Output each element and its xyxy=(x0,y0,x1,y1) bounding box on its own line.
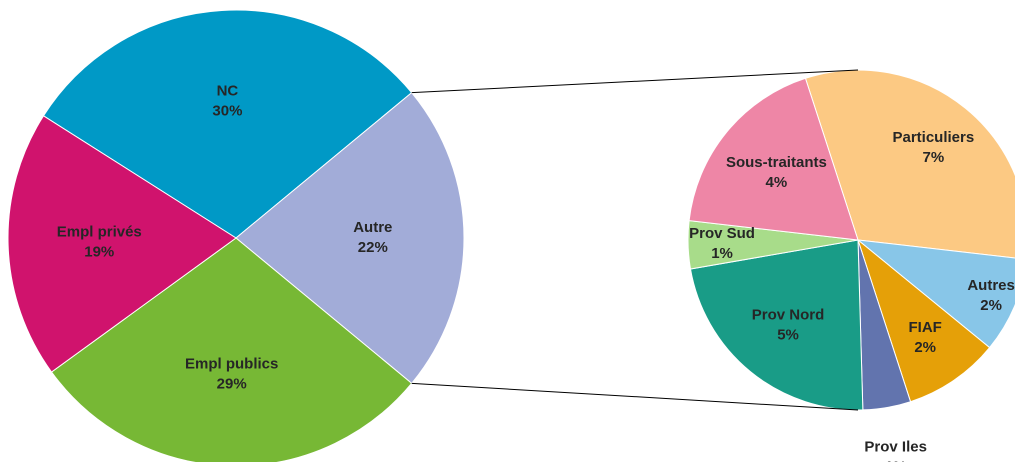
slice-label: Empl privés xyxy=(57,223,142,240)
slice-label: FIAF xyxy=(909,319,942,336)
slice-value-label: 4% xyxy=(766,174,788,191)
slice-value-label: 30% xyxy=(212,102,242,119)
slice-label: Autres xyxy=(967,277,1015,294)
slice-label: Autre xyxy=(353,219,392,236)
slice-value-label: 5% xyxy=(777,327,799,344)
slice-label: Prov Sud xyxy=(689,225,755,242)
pie-slice xyxy=(50,237,413,462)
slice-label: Prov Nord xyxy=(752,307,825,324)
pie-slice xyxy=(856,238,991,403)
slice-value-label: 1% xyxy=(711,245,733,262)
connector-line xyxy=(411,382,859,411)
slice-value-label: 7% xyxy=(922,149,944,166)
pie-slice xyxy=(689,239,864,411)
slice-value-label: 2% xyxy=(914,339,936,356)
slice-value-label: 29% xyxy=(217,376,247,393)
pie-slice xyxy=(42,9,413,239)
pie-slice xyxy=(7,115,237,373)
pie-slice xyxy=(235,91,465,385)
slice-value-label: 19% xyxy=(84,243,114,260)
slice-label: NC xyxy=(217,82,239,99)
slice-value-label: 1% xyxy=(885,459,907,462)
slice-label: Empl publics xyxy=(185,356,278,373)
slice-label: Particuliers xyxy=(892,129,974,146)
slice-label: Sous-traitants xyxy=(726,154,827,171)
slice-value-label: 22% xyxy=(358,239,388,256)
slice-label: Prov Iles xyxy=(864,439,927,456)
connector-line xyxy=(411,69,859,94)
pie-slice xyxy=(688,77,859,241)
slice-value-label: 2% xyxy=(980,297,1002,314)
